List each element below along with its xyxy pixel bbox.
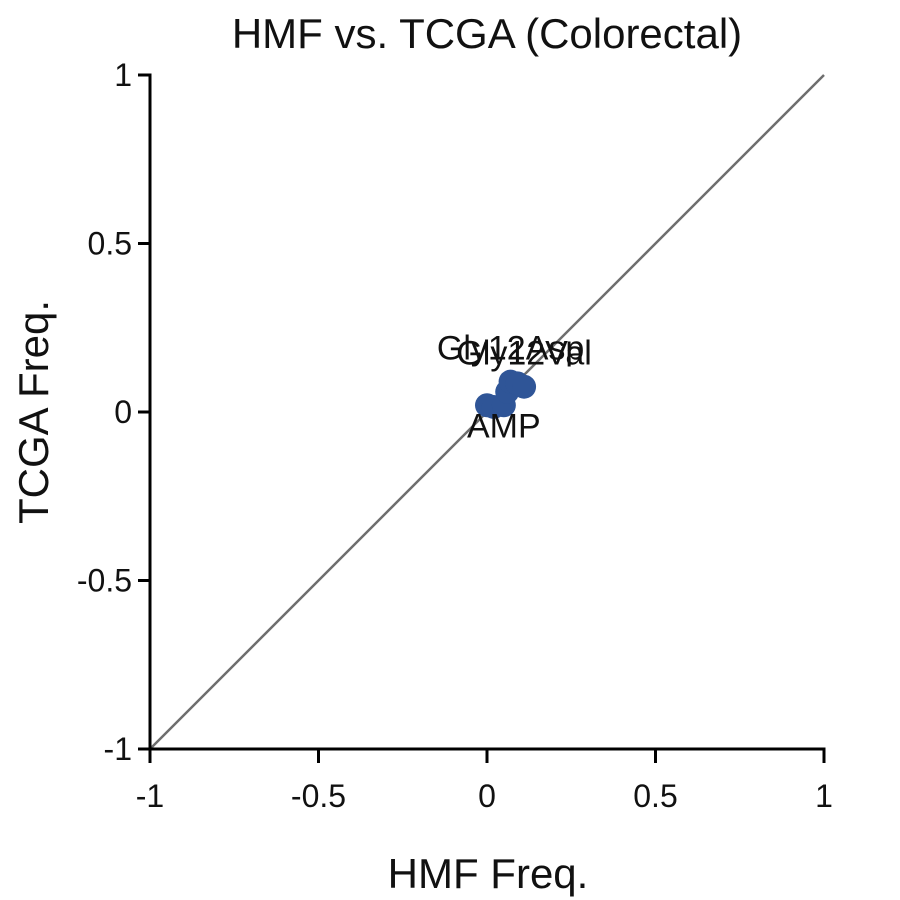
data-points xyxy=(475,369,537,419)
x-tick-label: 1 xyxy=(815,778,833,814)
x-tick-label: -1 xyxy=(136,778,164,814)
x-axis-title: HMF Freq. xyxy=(388,850,589,897)
x-tick-label: -0.5 xyxy=(291,778,346,814)
point-label: AMP xyxy=(467,407,541,445)
x-tick-label: 0.5 xyxy=(633,778,677,814)
y-tick-label: 0 xyxy=(114,394,132,430)
point-label: Gly12Asp xyxy=(437,330,584,368)
y-axis-ticks: 1 0.5 0 -0.5 -1 xyxy=(77,57,150,767)
y-tick-label: 1 xyxy=(114,57,132,93)
point-label: Gly12Val xyxy=(456,335,591,373)
data-point xyxy=(512,374,537,399)
chart-title: HMF vs. TCGA (Colorectal) xyxy=(232,10,742,57)
y-tick-label: -0.5 xyxy=(77,563,132,599)
x-axis-ticks: -1 -0.5 0 0.5 1 xyxy=(136,749,833,814)
y-tick-label: 0.5 xyxy=(88,226,132,262)
x-tick-label: 0 xyxy=(478,778,496,814)
y-tick-label: -1 xyxy=(104,731,132,767)
y-axis-title: TCGA Freq. xyxy=(10,300,57,524)
